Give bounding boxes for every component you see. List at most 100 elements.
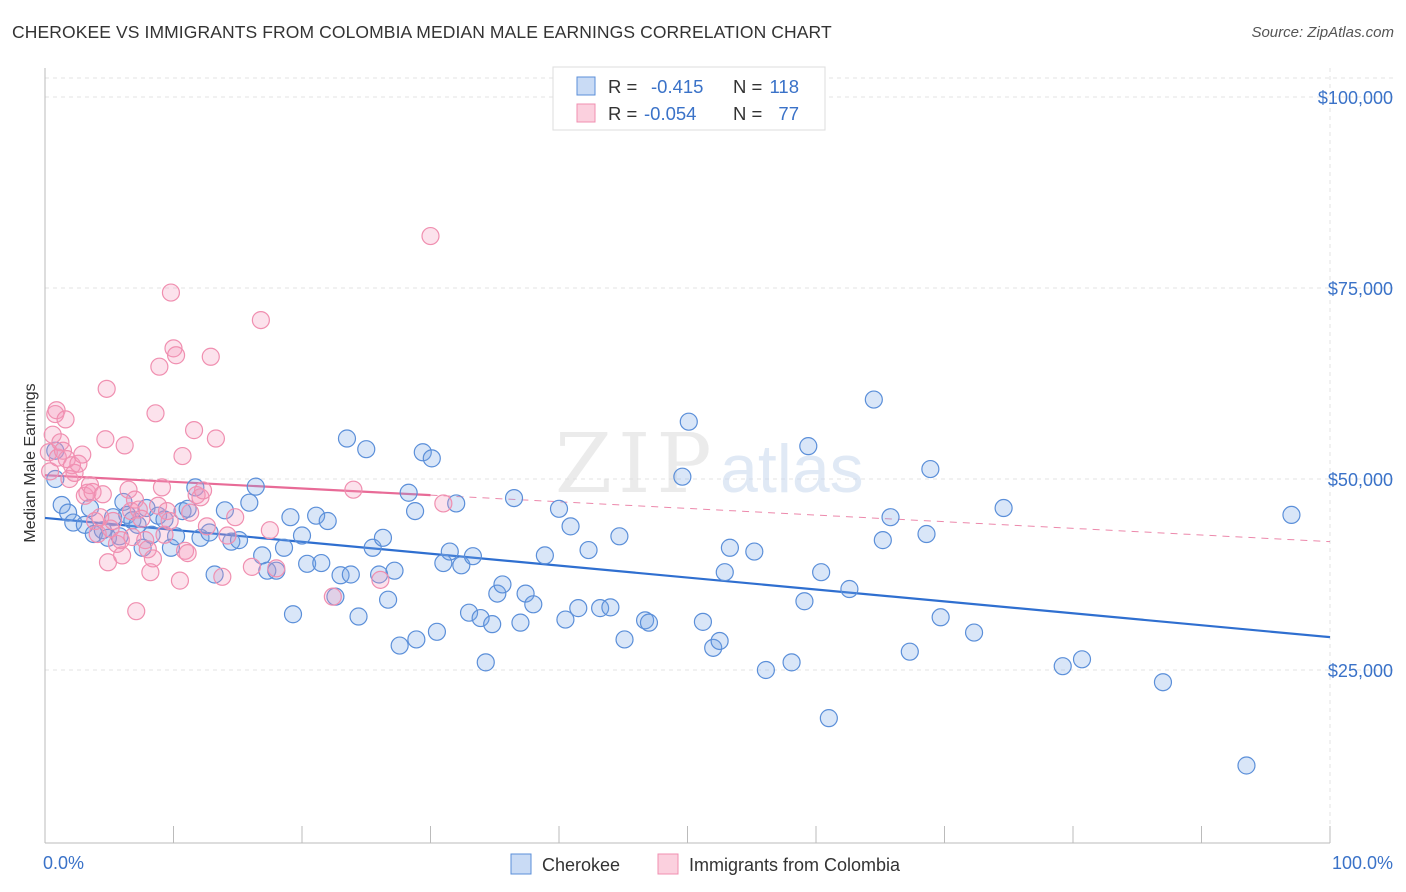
legend-swatch-colombia	[657, 853, 679, 875]
cherokee-point	[864, 390, 883, 409]
cherokee-point	[440, 542, 459, 561]
colombia-point	[160, 511, 179, 531]
cherokee-point	[407, 630, 426, 649]
cherokee-point	[471, 608, 490, 628]
cherokee-point	[900, 642, 919, 661]
colombia-point	[193, 481, 213, 500]
cherokee-point	[52, 495, 71, 515]
cherokee-point	[615, 630, 634, 649]
legend: Cherokee Immigrants from Colombia	[510, 853, 901, 875]
y-tick-label: $50,000	[1328, 470, 1393, 490]
colombia-point	[141, 563, 160, 582]
cherokee-point	[341, 565, 360, 584]
chart-title: CHEROKEE VS IMMIGRANTS FROM COLOMBIA MED…	[12, 22, 832, 42]
cherokee-point	[385, 561, 404, 580]
colombia-point	[152, 478, 172, 497]
legend-label-colombia: Immigrants from Colombia	[689, 855, 901, 875]
cherokee-point	[413, 443, 432, 462]
stats-r-value: -0.054	[644, 103, 696, 124]
cherokee-point	[795, 592, 814, 611]
cherokee-point	[917, 524, 936, 544]
cherokee-point	[819, 709, 838, 728]
cherokee-point	[639, 613, 659, 632]
stats-swatch-colombia	[576, 103, 596, 123]
cherokee-point	[307, 506, 326, 525]
cherokee-point	[215, 501, 234, 520]
cherokee-point	[994, 498, 1013, 518]
cherokee-point	[476, 653, 495, 672]
cherokee-point	[511, 613, 530, 632]
colombia-point	[201, 347, 220, 366]
cherokee-point	[349, 607, 368, 626]
colombia-point	[213, 567, 232, 586]
colombia-point	[251, 310, 270, 330]
colombia-point	[53, 441, 73, 460]
colombia-point	[218, 526, 237, 545]
cherokee-point	[715, 563, 734, 582]
stats-r-label: R =	[608, 103, 637, 124]
colombia-point	[43, 425, 62, 444]
y-tick-label: $100,000	[1318, 88, 1393, 108]
cherokee-point	[422, 449, 441, 468]
watermark: ZIP atlas	[555, 417, 864, 512]
cherokee-point	[373, 528, 393, 547]
colombia-point	[344, 480, 363, 499]
colombia-point	[173, 446, 192, 466]
cherokee-point	[447, 494, 466, 513]
colombia-point	[121, 501, 141, 521]
cherokee-point	[493, 575, 512, 594]
colombia-point	[184, 421, 204, 440]
cherokee-point	[704, 638, 723, 657]
cherokee-point	[931, 608, 950, 627]
cherokee-point	[881, 508, 900, 527]
cherokee-point	[246, 477, 265, 496]
stats-box: R = -0.415 N = 118 R = -0.054 N = 77	[552, 66, 826, 131]
cherokee-point	[1072, 650, 1092, 669]
cherokee-point	[283, 605, 303, 624]
cherokee-point	[483, 615, 502, 634]
watermark-zip: ZIP	[555, 417, 718, 512]
colombia-point	[97, 379, 116, 398]
axes	[44, 68, 1331, 844]
cherokee-point	[720, 538, 740, 557]
cherokee-point	[463, 547, 483, 566]
colombia-point	[104, 511, 123, 531]
cherokee-point	[579, 540, 598, 560]
colombia-point	[260, 521, 279, 540]
cherokee-point	[399, 483, 418, 502]
cherokee-point	[427, 622, 447, 641]
colombia-point	[73, 445, 92, 464]
colombia-point	[96, 430, 115, 449]
cherokee-point	[59, 503, 78, 522]
cherokee-point	[535, 546, 554, 565]
colombia-point	[371, 570, 390, 589]
cherokee-point	[434, 553, 453, 573]
source-label: Source: ZipAtlas.com	[1251, 24, 1394, 41]
cherokee-point	[504, 489, 524, 508]
cherokee-point	[337, 429, 357, 448]
colombia-point	[434, 494, 453, 513]
cherokee-point	[549, 499, 569, 518]
stats-n-label: N =	[733, 76, 762, 97]
cherokee-point	[166, 527, 186, 546]
cherokee-point	[710, 631, 729, 651]
stats-n-value: 77	[778, 103, 799, 124]
cherokee-point	[782, 653, 801, 672]
cherokee-point	[601, 598, 620, 617]
colombia-point	[138, 540, 157, 559]
colombia-point	[242, 557, 261, 576]
trend-lines	[44, 474, 1331, 639]
colombia-point	[132, 509, 151, 528]
cherokee-point	[921, 459, 940, 479]
colombia-point	[178, 544, 197, 563]
cherokee-point	[229, 531, 249, 550]
cherokee-point	[1282, 505, 1301, 525]
cherokee-point	[104, 508, 123, 527]
colombia-point	[119, 480, 138, 499]
colombia-point	[197, 517, 217, 536]
colombia-point	[148, 496, 168, 515]
cherokee-point	[964, 623, 984, 642]
cherokee-trend-line	[44, 516, 1331, 639]
stats-r-label: R =	[608, 76, 637, 97]
stats-swatch-cherokee	[576, 76, 596, 96]
